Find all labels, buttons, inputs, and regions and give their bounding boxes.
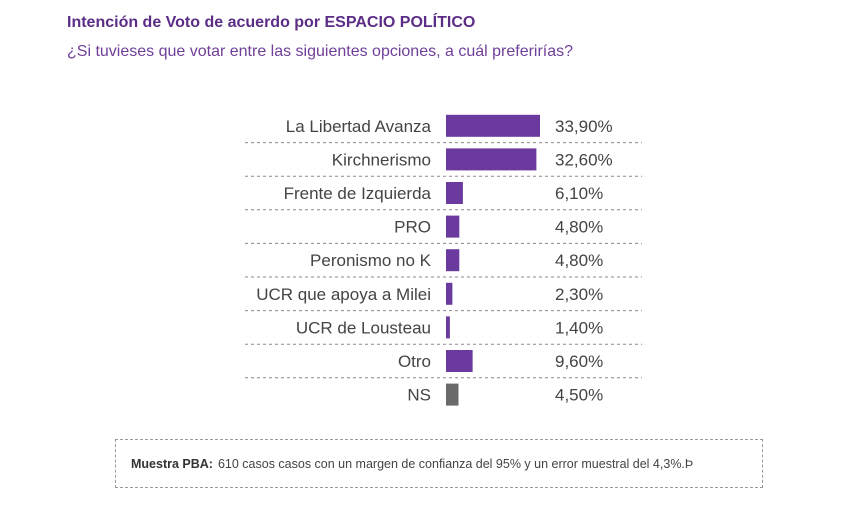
bar (446, 215, 460, 238)
category-label: PRO (394, 218, 431, 237)
sample-note: Muestra PBA: 610 casos casos con un marg… (115, 439, 763, 488)
value-label: 6,10% (555, 184, 603, 203)
category-label: Kirchnerismo (332, 150, 431, 169)
sample-note-text: 610 casos casos con un margen de confian… (217, 456, 694, 471)
category-label: Frente de Izquierda (284, 184, 432, 203)
value-label: 33,90% (555, 117, 613, 136)
bar (446, 114, 540, 137)
value-label: 32,60% (555, 150, 613, 169)
value-label: 1,40% (555, 318, 603, 337)
bar-chart: La Libertad Avanza 33,90% Kirchnerismo 32,6… (245, 114, 642, 406)
category-label: UCR de Lousteau (296, 318, 431, 337)
category-label: Otro (398, 352, 431, 371)
bar (446, 282, 453, 305)
category-label: La Libertad Avanza (286, 117, 432, 136)
bar (446, 383, 459, 406)
value-label: 4,80% (555, 251, 603, 270)
category-label: NS (407, 386, 431, 405)
value-label: 2,30% (555, 285, 603, 304)
bar (446, 249, 460, 272)
bar (446, 350, 473, 372)
value-label: 4,80% (555, 218, 603, 237)
chart-subtitle: ¿Si tuvieses que votar entre las siguien… (67, 43, 574, 60)
bar (446, 148, 537, 171)
value-label: 9,60% (555, 352, 603, 371)
value-label: 4,50% (555, 386, 603, 405)
chart-title: Intención de Voto de acuerdo por ESPACIO… (67, 14, 476, 31)
bar (446, 182, 463, 204)
category-label: Peronismo no K (310, 251, 432, 270)
bar (446, 316, 450, 339)
category-label: UCR que apoya a Milei (256, 285, 431, 304)
sample-note-label: Muestra PBA: (131, 456, 213, 471)
